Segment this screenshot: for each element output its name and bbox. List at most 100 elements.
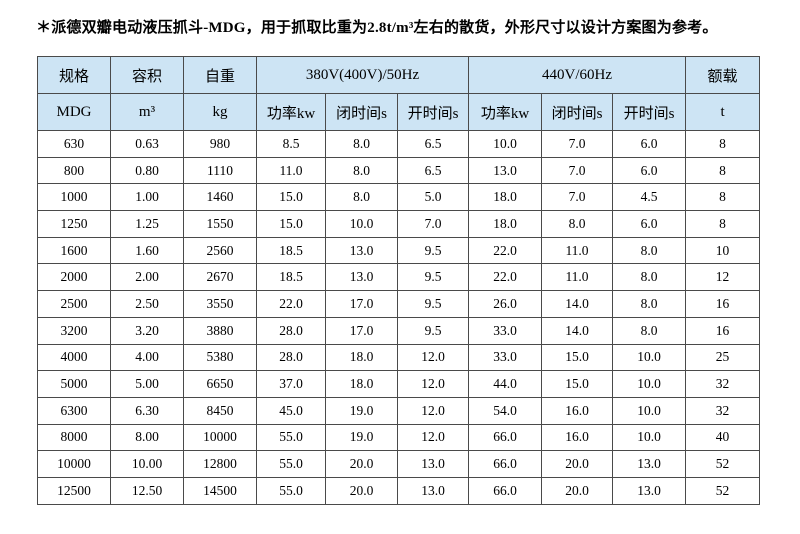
table-cell: 10.0 (611, 370, 687, 398)
table-row: 2000 2.00 2670 18.5 13.0 9.5 22.0 11.0 8.0 12 (37, 263, 761, 292)
table-cell: 10.00 (110, 450, 184, 478)
unit-model: MDG (37, 93, 111, 131)
table-cell: 3.20 (110, 316, 184, 345)
table-cell: 54.0 (468, 396, 542, 425)
table-cell: 8.0 (611, 263, 687, 292)
table-cell: 20.0 (325, 476, 398, 505)
table-cell: 12800 (183, 450, 257, 478)
table-cell: 7.0 (541, 156, 613, 185)
table-cell: 2000 (37, 263, 111, 292)
table-cell: 55.0 (256, 450, 326, 478)
table-cell: 12.0 (397, 343, 469, 372)
note-text: ＊派德双瓣电动液压抓斗-MDG，用于抓取比重为2.8t/m³左右的散货，外形尺寸… (36, 20, 718, 36)
table-cell: 8.5 (256, 130, 326, 158)
table-cell: 14500 (183, 476, 257, 505)
unit-power-380: 功率kw (256, 93, 326, 131)
table-cell: 5000 (37, 370, 111, 398)
table-cell: 11.0 (541, 263, 613, 292)
table-cell: 18.0 (325, 343, 398, 372)
table-cell: 45.0 (256, 396, 326, 425)
table-cell: 28.0 (256, 316, 326, 345)
table-cell: 7.0 (397, 210, 469, 238)
header-spec: 规格 (37, 56, 111, 94)
table-cell: 3200 (37, 316, 111, 345)
table-cell: 6300 (37, 396, 111, 425)
table-cell: 10000 (183, 423, 257, 452)
table-cell: 7.0 (541, 130, 613, 158)
table-cell: 28.0 (256, 343, 326, 372)
table-row: 1000 1.00 1460 15.0 8.0 5.0 18.0 7.0 4.5 8 (37, 183, 761, 212)
table-row: 630 0.63 980 8.5 8.0 6.5 10.0 7.0 6.0 8 (37, 130, 761, 158)
table-cell: 8 (685, 156, 761, 185)
table-cell: 8 (685, 210, 761, 238)
unit-close-time-380: 闭时间s (325, 93, 398, 131)
table-cell: 10.0 (611, 343, 687, 372)
table-cell: 3880 (183, 316, 257, 345)
table-cell: 18.5 (256, 236, 326, 265)
table-body: 630 0.63 980 8.5 8.0 6.5 10.0 7.0 6.0 8 800 0.80 111… (37, 130, 761, 505)
table-cell: 5.0 (397, 183, 469, 212)
table-cell: 8000 (37, 423, 111, 452)
table-row: 2500 2.50 3550 22.0 17.0 9.5 26.0 14.0 8.0 16 (37, 290, 761, 318)
table-cell: 37.0 (256, 370, 326, 398)
table-cell: 22.0 (468, 263, 542, 292)
table-cell: 11.0 (256, 156, 326, 185)
table-cell: 52 (685, 450, 761, 478)
table-cell: 55.0 (256, 423, 326, 452)
table-cell: 33.0 (468, 316, 542, 345)
table-cell: 2.00 (110, 263, 184, 292)
table-cell: 26.0 (468, 290, 542, 318)
table-cell: 8.0 (611, 316, 687, 345)
table-cell: 5.00 (110, 370, 184, 398)
header-row-groups: 规格 容积 自重 380V(400V)/50Hz 440V/60Hz 额载 (37, 56, 761, 94)
table-cell: 32 (685, 396, 761, 425)
table-cell: 20.0 (541, 450, 613, 478)
header-weight: 自重 (183, 56, 257, 94)
table-cell: 10 (685, 236, 761, 265)
table-cell: 12.0 (397, 370, 469, 398)
table-cell: 8.0 (611, 290, 687, 318)
table-cell: 10.0 (611, 396, 687, 425)
table-cell: 16 (685, 316, 761, 345)
table-cell: 1600 (37, 236, 111, 265)
table-cell: 7.0 (541, 183, 613, 212)
table-cell: 8 (685, 183, 761, 212)
table-cell: 0.80 (110, 156, 184, 185)
table-cell: 8.0 (325, 156, 398, 185)
table-cell: 44.0 (468, 370, 542, 398)
table-cell: 10.0 (611, 423, 687, 452)
unit-rated-load: t (685, 93, 761, 131)
table-cell: 630 (37, 130, 111, 158)
table-row: 800 0.80 1110 11.0 8.0 6.5 13.0 7.0 6.0 8 (37, 156, 761, 185)
spec-table: 规格 容积 自重 380V(400V)/50Hz 440V/60Hz 额载 MD… (37, 56, 761, 505)
table-cell: 11.0 (541, 236, 613, 265)
table-cell: 55.0 (256, 476, 326, 505)
table-cell: 6.30 (110, 396, 184, 425)
table-cell: 8.0 (325, 130, 398, 158)
table-cell: 2560 (183, 236, 257, 265)
table-cell: 12 (685, 263, 761, 292)
unit-open-time-380: 开时间s (397, 93, 469, 131)
table-cell: 1.00 (110, 183, 184, 212)
table-cell: 20.0 (541, 476, 613, 505)
table-row: 3200 3.20 3880 28.0 17.0 9.5 33.0 14.0 8.0 16 (37, 316, 761, 345)
header-volume: 容积 (110, 56, 184, 94)
table-cell: 14.0 (541, 316, 613, 345)
table-cell: 6.0 (611, 156, 687, 185)
table-cell: 13.0 (397, 476, 469, 505)
table-cell: 17.0 (325, 316, 398, 345)
table-cell: 2670 (183, 263, 257, 292)
table-cell: 4000 (37, 343, 111, 372)
table-row: 1250 1.25 1550 15.0 10.0 7.0 18.0 8.0 6.0 8 (37, 210, 761, 238)
table-cell: 1550 (183, 210, 257, 238)
table-cell: 15.0 (541, 370, 613, 398)
unit-weight: kg (183, 93, 257, 131)
table-cell: 12500 (37, 476, 111, 505)
table-cell: 18.0 (468, 183, 542, 212)
table-cell: 2500 (37, 290, 111, 318)
table-row: 6300 6.30 8450 45.0 19.0 12.0 54.0 16.0 10.0 32 (37, 396, 761, 425)
table-cell: 22.0 (256, 290, 326, 318)
table-cell: 6.5 (397, 130, 469, 158)
table-cell: 800 (37, 156, 111, 185)
table-cell: 9.5 (397, 236, 469, 265)
